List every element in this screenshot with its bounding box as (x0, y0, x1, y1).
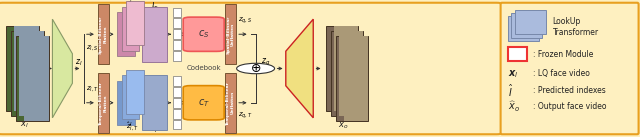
Polygon shape (286, 19, 313, 118)
Text: : Predicted indexes: : Predicted indexes (533, 86, 605, 95)
Text: $\hat{I}$: $\hat{I}$ (508, 82, 513, 99)
Text: $z_l$: $z_l$ (75, 57, 83, 68)
Bar (126, 1, 143, 45)
Text: $\hat{I}_S$: $\hat{I}_S$ (151, 0, 159, 13)
Text: $\hat{I}_T$: $\hat{I}_T$ (151, 119, 159, 135)
Circle shape (237, 63, 275, 74)
Bar (173, 76, 181, 86)
Bar (16, 36, 49, 121)
Text: $\mathcal{T}_T$: $\mathcal{T}_T$ (148, 96, 161, 110)
Text: $\widehat{x}_o$: $\widehat{x}_o$ (338, 118, 349, 131)
Bar (122, 7, 139, 51)
Bar (173, 40, 181, 50)
Bar (339, 31, 363, 116)
Text: $x_l$: $x_l$ (20, 119, 28, 130)
Bar (173, 120, 181, 129)
Bar (225, 73, 236, 133)
Text: $z_q$: $z_q$ (260, 57, 270, 68)
Text: $\boldsymbol{x}_l$: $\boldsymbol{x}_l$ (508, 68, 518, 80)
Bar (173, 51, 181, 61)
Bar (173, 98, 181, 108)
Text: $\mathcal{T}_S$: $\mathcal{T}_S$ (148, 27, 161, 41)
Text: $D_h$: $D_h$ (292, 62, 307, 75)
Bar (515, 10, 546, 34)
Bar (173, 109, 181, 119)
Bar (326, 26, 358, 111)
Bar (336, 36, 368, 121)
Bar (331, 31, 363, 116)
Text: Spatial-Bilinear
Flatten: Spatial-Bilinear Flatten (99, 15, 108, 54)
Bar (98, 4, 109, 64)
Bar (344, 36, 368, 121)
Bar (173, 8, 181, 17)
Bar (117, 81, 134, 125)
Bar (24, 36, 49, 121)
Bar (117, 12, 134, 56)
Text: $\hat{z}^l_{i,S}$: $\hat{z}^l_{i,S}$ (126, 0, 139, 11)
Text: $z_{l,T}$: $z_{l,T}$ (86, 84, 99, 93)
FancyBboxPatch shape (500, 3, 639, 134)
Polygon shape (52, 19, 72, 118)
Bar (14, 26, 38, 111)
Bar (511, 13, 542, 38)
Text: $c_T$: $c_T$ (198, 97, 210, 109)
Text: $\oplus$: $\oplus$ (250, 62, 261, 75)
Text: : Frozen Module: : Frozen Module (533, 50, 593, 59)
Text: $E_l$: $E_l$ (58, 62, 68, 75)
FancyBboxPatch shape (0, 3, 502, 134)
FancyBboxPatch shape (183, 17, 224, 51)
Bar (173, 29, 181, 39)
Bar (19, 31, 44, 116)
Text: $z_{q,S}$: $z_{q,S}$ (239, 15, 253, 26)
Text: $c_S$: $c_S$ (198, 28, 209, 40)
Text: Codebook: Codebook (186, 65, 221, 72)
Bar (173, 87, 181, 97)
Bar (122, 75, 139, 119)
Bar (6, 26, 38, 111)
Text: LookUp
Transformer: LookUp Transformer (553, 17, 599, 37)
Text: Temporal-Bilinear
Flatten: Temporal-Bilinear Flatten (99, 81, 108, 125)
Bar (98, 73, 109, 133)
Bar (142, 7, 167, 62)
Bar (508, 47, 527, 61)
Bar (173, 18, 181, 28)
Text: : LQ face video: : LQ face video (533, 69, 590, 79)
Bar (142, 75, 167, 130)
Text: $\hat{z}^l_{i,T}$: $\hat{z}^l_{i,T}$ (126, 121, 139, 134)
Bar (126, 70, 143, 114)
Text: $z_{q,T}$: $z_{q,T}$ (238, 111, 253, 121)
Bar (225, 4, 236, 64)
Text: $z_{l,S}$: $z_{l,S}$ (86, 43, 99, 52)
Text: Spatial-Bilinear
Unflatten: Spatial-Bilinear Unflatten (227, 15, 235, 54)
Bar (508, 16, 539, 41)
Text: : Output face video: : Output face video (533, 102, 607, 111)
Bar (12, 31, 44, 116)
Bar (334, 26, 358, 111)
FancyBboxPatch shape (183, 86, 224, 120)
Text: $\widehat{x}_o$: $\widehat{x}_o$ (508, 100, 520, 114)
Text: Temporal-Bilinear
Unflatten: Temporal-Bilinear Unflatten (227, 81, 235, 125)
